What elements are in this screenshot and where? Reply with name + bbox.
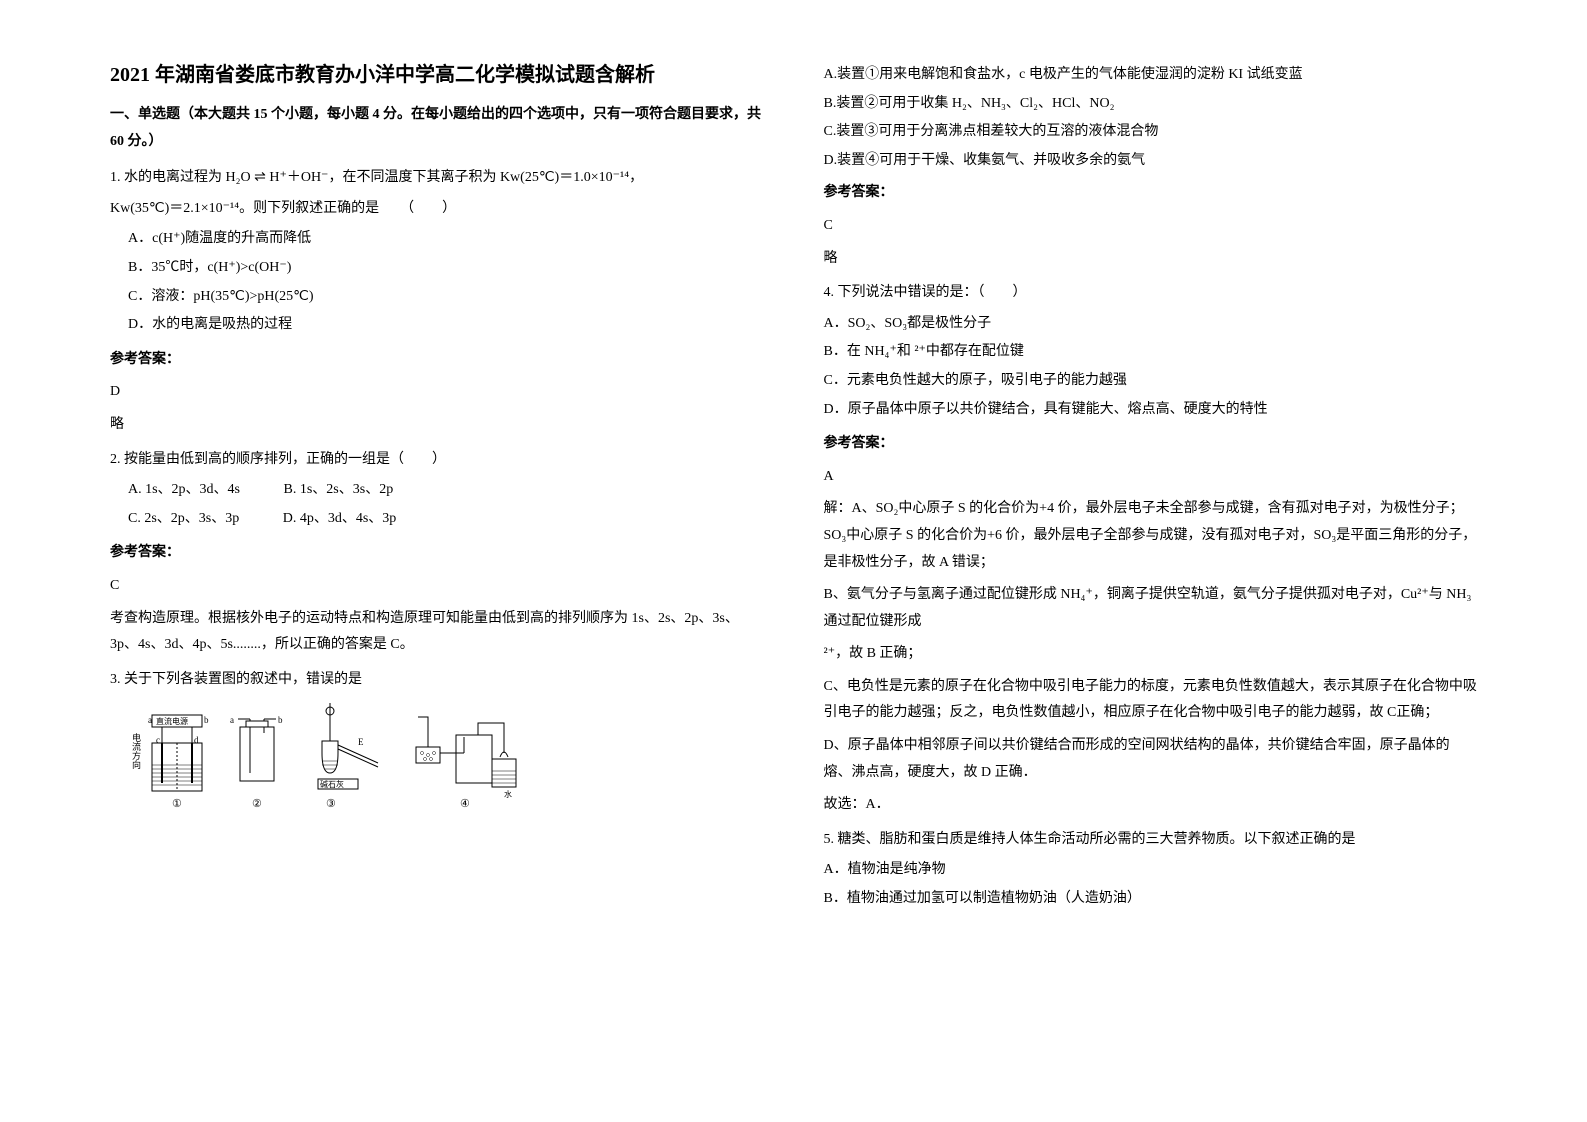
q2-opt-c: C. 2s、2p、3s、3p: [128, 506, 239, 533]
q3-opt-a: A.装置①用来电解饱和食盐水，c 电极产生的气体能使湿润的淀粉 KI 试纸变蓝: [824, 62, 1478, 89]
q1-opt-b: B．35℃时，c(H⁺)>c(OH⁻): [128, 255, 764, 282]
circle-4: ④: [460, 798, 470, 810]
question-4: 4. 下列说法中错误的是：（ ） A．SO₂、SO₃都是极性分子 B．在 NH₄…: [824, 280, 1478, 423]
lbl-E: E: [358, 737, 364, 747]
q3-answer-label: 参考答案：: [824, 180, 1478, 207]
q4-opt-d: D．原子晶体中原子以共价键结合，具有键能大、熔点高、硬度大的特性: [824, 397, 1478, 424]
q4-expl-b1: B、氨气分子与氢离子通过配位键形成 NH₄⁺，铜离子提供空轨道，氨气分子提供孤对…: [824, 582, 1478, 635]
q4-answer: A: [824, 464, 1478, 491]
apparatus-diagram-icon: 电流方向 直流电源 a b c d: [128, 703, 528, 843]
q1-text-line2: Kw(35℃)＝2.1×10⁻¹⁴。则下列叙述正确的是 （ ）: [110, 196, 764, 223]
q1-text-line1: 1. 水的电离过程为 H₂O ⇌ H⁺＋OH⁻，在不同温度下其离子积为 Kw(2…: [110, 165, 764, 192]
exam-title: 2021 年湖南省娄底市教育办小洋中学高二化学模拟试题含解析: [110, 60, 764, 90]
q2-opt-b: B. 1s、2s、3s、2p: [284, 477, 394, 504]
circle-2: ②: [252, 798, 262, 810]
q4-text: 4. 下列说法中错误的是：（ ）: [824, 280, 1478, 307]
q4-opt-b: B．在 NH₄⁺和 ²⁺中都存在配位键: [824, 339, 1478, 366]
q3-opt-b: B.装置②可用于收集 H₂、NH₃、Cl₂、HCl、NO₂: [824, 91, 1478, 118]
current-dir-label: 电流方向: [131, 732, 141, 769]
q5-text: 5. 糖类、脂肪和蛋白质是维持人体生命活动所必需的三大营养物质。以下叙述正确的是: [824, 827, 1478, 854]
q2-explanation: 考查构造原理。根据核外电子的运动特点和构造原理可知能量由低到高的排列顺序为 1s…: [110, 606, 764, 659]
lbl-a: a: [148, 715, 152, 725]
circle-3: ③: [326, 798, 336, 810]
power-label: 直流电源: [156, 716, 188, 726]
q2-text: 2. 按能量由低到高的顺序排列，正确的一组是（ ）: [110, 447, 764, 474]
q4-expl-d: D、原子晶体中相邻原子间以共价键结合而形成的空间网状结构的晶体，共价键结合牢固，…: [824, 733, 1478, 786]
q1-opt-d: D．水的电离是吸热的过程: [128, 312, 764, 339]
lbl-b: b: [204, 715, 209, 725]
left-column: 2021 年湖南省娄底市教育办小洋中学高二化学模拟试题含解析 一、单选题（本大题…: [100, 60, 794, 1062]
q4-opt-c: C．元素电负性越大的原子，吸引电子的能力越强: [824, 368, 1478, 395]
q4-expl-c: C、电负性是元素的原子在化合物中吸引电子能力的标度，元素电负性数值越大，表示其原…: [824, 674, 1478, 727]
q3-opt-d: D.装置④可用于干燥、收集氨气、并吸收多余的氨气: [824, 148, 1478, 175]
q4-expl-a: 解：A、SO₂中心原子 S 的化合价为+4 价，最外层电子未全部参与成键，含有孤…: [824, 496, 1478, 576]
question-5: 5. 糖类、脂肪和蛋白质是维持人体生命活动所必需的三大营养物质。以下叙述正确的是…: [824, 827, 1478, 913]
q2-opt-a: A. 1s、2p、3d、4s: [128, 477, 240, 504]
q4-expl-e: 故选：A．: [824, 792, 1478, 819]
q2-answer: C: [110, 573, 764, 600]
q3-opt-c: C.装置③可用于分离沸点相差较大的互溶的液体混合物: [824, 119, 1478, 146]
water-label: 水: [504, 789, 512, 799]
lime-label: 碱石灰: [320, 779, 344, 789]
q2-options: A. 1s、2p、3d、4s B. 1s、2s、3s、2p C. 2s、2p、3…: [110, 477, 764, 532]
q1-answer: D: [110, 379, 764, 406]
q1-options: A．c(H⁺)随温度的升高而降低 B．35℃时，c(H⁺)>c(OH⁻) C．溶…: [110, 226, 764, 338]
q4-opt-a: A．SO₂、SO₃都是极性分子: [824, 311, 1478, 338]
question-1: 1. 水的电离过程为 H₂O ⇌ H⁺＋OH⁻，在不同温度下其离子积为 Kw(2…: [110, 165, 764, 339]
q3-text: 3. 关于下列各装置图的叙述中，错误的是: [110, 667, 764, 694]
question-3: 3. 关于下列各装置图的叙述中，错误的是 电流方向 直流电源 a b c d: [110, 667, 764, 844]
q1-opt-c: C．溶液：pH(35℃)>pH(25℃): [128, 284, 764, 311]
q5-opt-a: A．植物油是纯净物: [824, 857, 1478, 884]
q2-opt-d: D. 4p、3d、4s、3p: [283, 506, 397, 533]
q4-answer-label: 参考答案：: [824, 431, 1478, 458]
q3-diagram: 电流方向 直流电源 a b c d: [110, 703, 764, 843]
section-header: 一、单选题（本大题共 15 个小题，每小题 4 分。在每小题给出的四个选项中，只…: [110, 102, 764, 155]
question-2: 2. 按能量由低到高的顺序排列，正确的一组是（ ） A. 1s、2p、3d、4s…: [110, 447, 764, 533]
q1-opt-a: A．c(H⁺)随温度的升高而降低: [128, 226, 764, 253]
q5-opt-b: B．植物油通过加氢可以制造植物奶油（人造奶油）: [824, 886, 1478, 913]
q3-explanation: 略: [824, 246, 1478, 273]
lbl-b2: b: [278, 715, 283, 725]
q2-answer-label: 参考答案：: [110, 540, 764, 567]
q3-answer: C: [824, 213, 1478, 240]
q1-explanation: 略: [110, 412, 764, 439]
q4-expl-b2: ²⁺，故 B 正确；: [824, 641, 1478, 668]
circle-1: ①: [172, 798, 182, 810]
q1-answer-label: 参考答案：: [110, 347, 764, 374]
lbl-a2: a: [230, 715, 234, 725]
right-column: A.装置①用来电解饱和食盐水，c 电极产生的气体能使湿润的淀粉 KI 试纸变蓝 …: [794, 60, 1488, 1062]
